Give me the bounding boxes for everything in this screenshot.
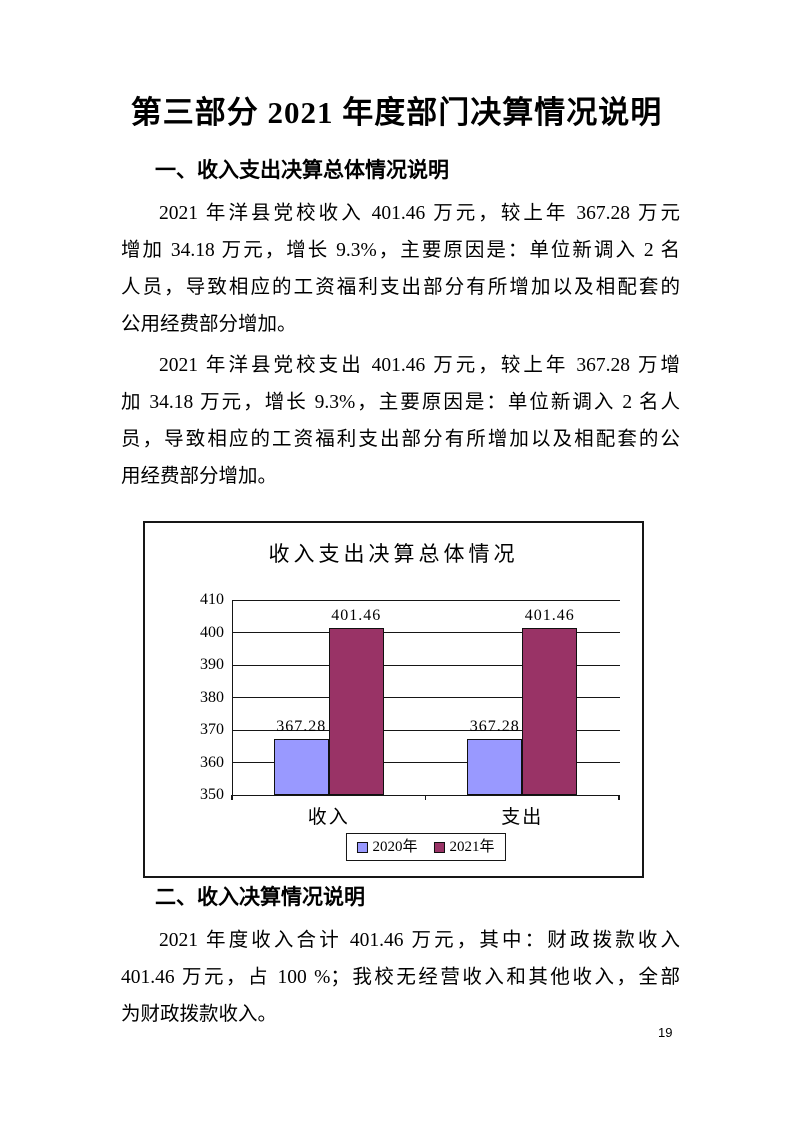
page-number: 19 <box>658 1025 673 1040</box>
chart-title: 收入支出决算总体情况 <box>268 542 519 566</box>
section-heading: 二、收入决算情况说明 <box>155 886 365 909</box>
bar-value-label: 401.46 <box>524 606 575 624</box>
y-axis-tick-label: 350 <box>200 786 224 803</box>
gridline <box>233 664 620 666</box>
paragraph: 2021 年度收入合计 401.46 万元，其中：财政拨款收入 401.46 万元… <box>121 922 680 1033</box>
bar-value-label: 367.28 <box>469 717 520 735</box>
paragraph-line: 加 34.18 万元，增长 9.3%，主要原因是：单位新调入 2 名人 <box>121 392 680 413</box>
paragraph-line: 人员，导致相应的工资福利支出部分有所增加以及相配套的 <box>121 277 680 298</box>
legend-label: 2020年 <box>372 839 418 855</box>
gridline <box>233 599 620 601</box>
y-axis-tick-label: 370 <box>200 721 224 738</box>
gridline <box>233 729 620 731</box>
bar-2020年-支出 <box>467 738 523 795</box>
bar-2021年-收入 <box>328 627 384 795</box>
legend-label: 2021年 <box>449 839 495 855</box>
y-axis-tick-label: 400 <box>200 623 224 641</box>
paragraph: 2021 年洋县党校支出 401.46 万元，较上年 367.28 万增加 34… <box>121 347 680 495</box>
doc-title: 第三部分 2021 年度部门决算情况说明 <box>130 95 663 130</box>
x-axis-tick <box>618 795 620 800</box>
paragraph-line: 增加 34.18 万元，增长 9.3%，主要原因是：单位新调入 2 名 <box>121 240 680 261</box>
legend-swatch-icon <box>356 841 368 853</box>
chart-frame: 收入支出决算总体情况 350 360 370 380 390 400 410 367.28 40… <box>143 521 644 878</box>
category-label: 收入 <box>307 807 350 828</box>
bar-2021年-支出 <box>522 627 578 795</box>
paragraph-line: 用经费部分增加。 <box>121 466 278 487</box>
bar-value-label: 401.46 <box>331 606 382 624</box>
paragraph: 2021 年洋县党校收入 401.46 万元，较上年 367.28 万元增加 3… <box>121 195 680 343</box>
chart-legend: 2020年 2021年 <box>345 833 506 861</box>
bar-value-label: 367.28 <box>276 717 327 735</box>
paragraph-line: 公用经费部分增加。 <box>121 314 297 335</box>
gridline <box>233 762 620 763</box>
y-axis-tick-label: 380 <box>200 688 224 706</box>
paragraph-line: 员，导致相应的工资福利支出部分有所增加以及相配套的公 <box>121 429 680 450</box>
paragraph-line: 401.46 万元，占 100 %；我校无经营收入和其他收入，全部 <box>121 967 680 988</box>
y-axis-tick-label: 390 <box>200 656 224 673</box>
y-axis-tick-label: 410 <box>200 591 224 608</box>
gridline <box>233 632 620 633</box>
paragraph-line: 2021 年洋县党校支出 401.46 万元，较上年 367.28 万增 <box>159 355 680 376</box>
bar-2020年-收入 <box>273 738 329 795</box>
section-income: 二、收入决算情况说明 2021 年度收入合计 401.46 万元，其中：财政拨款收… <box>121 883 680 1037</box>
x-axis-tick <box>231 795 233 800</box>
legend-item: 2020年 <box>356 839 418 855</box>
gridline <box>233 697 620 698</box>
paragraph-line: 2021 年度收入合计 401.46 万元，其中：财政拨款收入 <box>159 930 680 951</box>
paragraph-line: 2021 年洋县党校收入 401.46 万元，较上年 367.28 万元 <box>159 203 680 224</box>
y-axis-tick-label: 360 <box>200 753 224 771</box>
legend-swatch-icon <box>433 841 445 853</box>
legend-item: 2021年 <box>433 839 495 855</box>
paragraph-line: 为财政拨款收入。 <box>121 1004 278 1025</box>
category-label: 支出 <box>501 807 544 828</box>
x-axis-tick <box>424 795 427 800</box>
section-overall: 一、收入支出决算总体情况说明 2021 年洋县党校收入 401.46 万元，较上年… <box>121 156 680 499</box>
section-heading: 一、收入支出决算总体情况说明 <box>155 159 449 182</box>
